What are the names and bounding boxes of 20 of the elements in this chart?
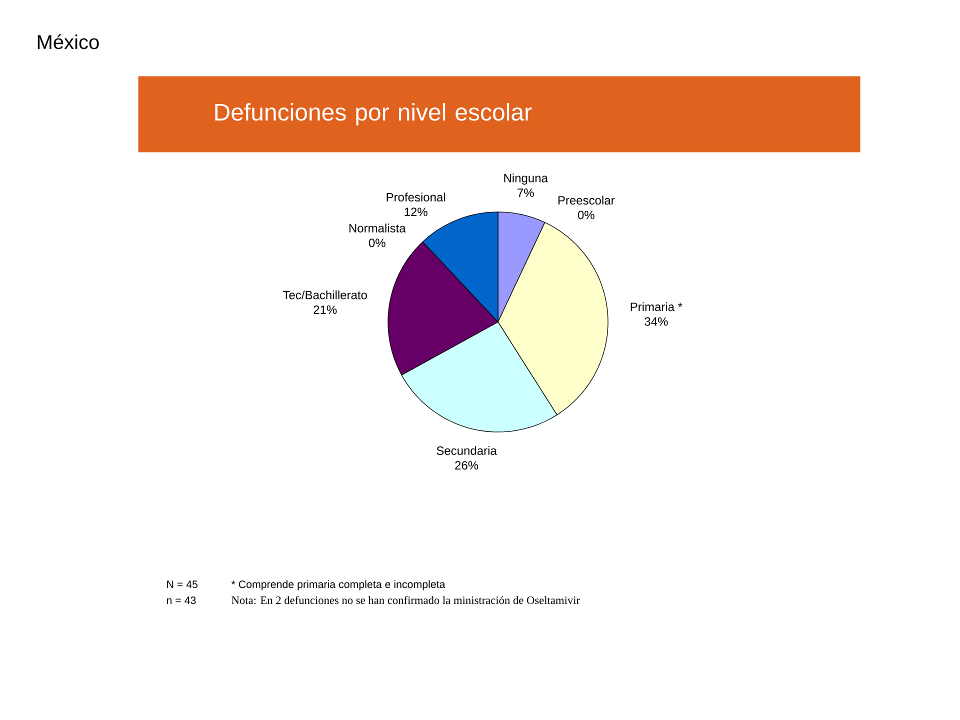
- category-label: Preescolar: [558, 196, 615, 205]
- data-label: 34%: [644, 317, 668, 326]
- slice-label: Ninguna: [504, 173, 548, 185]
- text: 0%: [578, 210, 594, 220]
- data-label: 7%: [518, 188, 534, 197]
- chart-title: Defunciones por nivel escolar: [215, 103, 532, 126]
- slice-label: Tec/Bachillerato: [283, 290, 367, 300]
- slice-label: Primaria *: [630, 302, 682, 312]
- text: N = 45: [167, 580, 198, 588]
- category-label: Normalista: [349, 224, 406, 232]
- text: n = 43: [166, 596, 196, 604]
- data-label: 21%: [314, 305, 337, 314]
- slice-label: Secundaria: [436, 446, 497, 455]
- data-label: 12%: [404, 208, 428, 216]
- text: 0%: [368, 238, 386, 248]
- slice-label: Profesional: [386, 192, 446, 202]
- text: México: [38, 34, 99, 50]
- text: * Comprende primaria completa e incompleta: [231, 580, 446, 590]
- text: Nota: En 2 defunciones no se han confirmado la ministración de Oseltamivir: [232, 596, 580, 604]
- data-label: 26%: [455, 461, 478, 470]
